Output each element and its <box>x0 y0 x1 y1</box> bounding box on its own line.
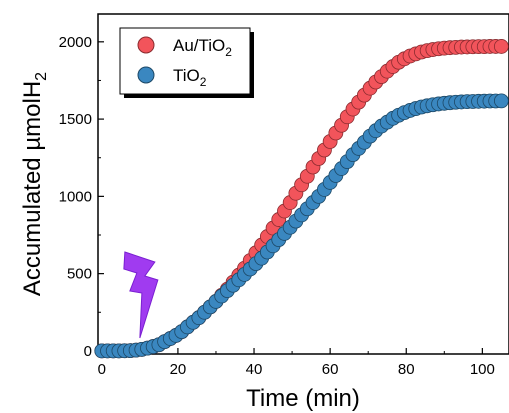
x-tick-label: 0 <box>98 361 106 378</box>
legend-marker-series-2 <box>137 66 155 84</box>
data-points <box>94 39 509 359</box>
y-tick-label: 1500 <box>59 111 92 128</box>
y-tick-label: 1000 <box>59 188 92 205</box>
y-tick-label: 2000 <box>59 34 92 51</box>
plot-frame <box>97 13 509 355</box>
x-tick-label: 80 <box>398 361 415 378</box>
x-axis-title: Time (min) <box>246 385 360 412</box>
data-point-series-2 <box>493 93 509 109</box>
x-tick-label: 20 <box>170 361 187 378</box>
x-tick-label: 40 <box>246 361 263 378</box>
y-axis-title: Accumulated µmolH2 <box>19 72 50 296</box>
lightning-bolt-icon <box>123 251 159 339</box>
x-tick-label: 60 <box>322 361 339 378</box>
y-tick-label: 500 <box>67 266 92 283</box>
data-point-series-1 <box>493 39 509 54</box>
y-tick-label: 0 <box>84 343 92 360</box>
x-tick-label: 100 <box>470 361 495 378</box>
legend-label-series-1: Au/TiO2 <box>173 36 232 59</box>
legend-marker-series-1 <box>137 36 155 54</box>
legend-label-series-2: TiO2 <box>173 66 207 89</box>
legend: Au/TiO2 TiO2 <box>119 27 254 98</box>
